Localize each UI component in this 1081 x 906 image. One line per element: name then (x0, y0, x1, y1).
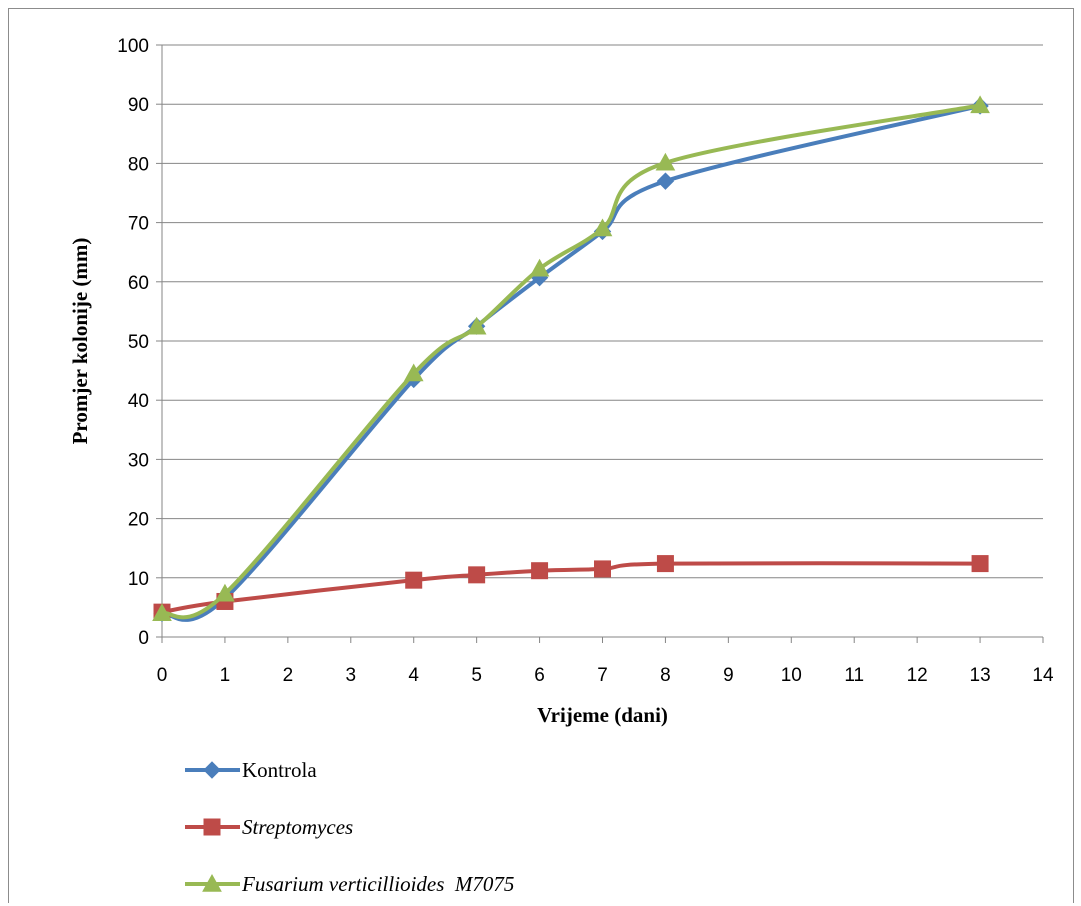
x-tick-label: 11 (844, 665, 864, 686)
x-tick-label: 7 (597, 665, 608, 686)
series-2 (153, 555, 989, 621)
y-tick-label: 80 (128, 154, 149, 175)
x-tick-label: 5 (471, 665, 482, 686)
axes (161, 45, 1044, 643)
x-tick-label: 2 (283, 665, 294, 686)
legend-label: Fusarium verticillioides M7075 (241, 872, 514, 896)
y-tick-label: 70 (128, 214, 149, 235)
gridlines (156, 44, 1043, 638)
data-point (403, 363, 424, 382)
x-tick-labels: 0 1 2 3 4 5 6 7 8 9 10 11 12 13 14 (157, 665, 1054, 686)
x-tick-label: 0 (157, 665, 168, 686)
series-line (161, 561, 981, 615)
series-group (152, 95, 990, 623)
series-line (161, 103, 981, 620)
data-point (529, 258, 550, 277)
y-tick-labels: 0 10 20 30 40 50 60 70 80 90 100 (117, 36, 149, 649)
x-tick-label: 12 (907, 665, 928, 686)
x-tick-label: 3 (345, 665, 356, 686)
data-point (970, 95, 990, 114)
data-point (655, 152, 676, 171)
data-point (594, 560, 611, 578)
y-tick-label: 90 (128, 95, 149, 116)
y-tick-label: 50 (128, 332, 149, 353)
data-point (592, 218, 613, 237)
series-3 (152, 95, 990, 622)
legend: Kontrola Streptomyces Fusarium verticillio… (185, 758, 514, 896)
y-axis-label: Promjer kolonije (mm) (68, 238, 92, 445)
legend-label: Kontrola (242, 758, 317, 782)
data-point (971, 555, 989, 573)
series-1 (153, 97, 989, 623)
x-tick-label: 6 (534, 665, 545, 686)
x-tick-label: 9 (723, 665, 734, 686)
y-tick-label: 0 (138, 628, 149, 649)
data-point (466, 316, 487, 335)
x-tick-label: 4 (408, 665, 419, 686)
legend-marker (202, 873, 222, 892)
data-point (215, 583, 235, 602)
chart-frame (8, 8, 1074, 903)
legend-label: Streptomyces (242, 815, 353, 839)
legend-marker (203, 761, 221, 779)
y-tick-label: 10 (128, 569, 149, 590)
x-tick-label: 14 (1032, 665, 1054, 686)
data-point (656, 172, 675, 190)
y-tick-label: 20 (128, 510, 149, 531)
x-axis-label: Vrijeme (dani) (537, 703, 668, 727)
y-tick-label: 60 (128, 273, 149, 294)
data-point (152, 603, 172, 622)
y-tick-label: 100 (117, 36, 149, 57)
x-tick-label: 1 (220, 665, 231, 686)
series-line (161, 104, 981, 622)
data-point (468, 566, 486, 584)
legend-marker (203, 818, 221, 836)
y-tick-label: 40 (128, 391, 149, 412)
x-tick-label: 10 (781, 665, 802, 686)
data-point (656, 555, 674, 573)
data-point (531, 562, 549, 580)
data-point (405, 571, 423, 589)
y-tick-label: 30 (128, 450, 149, 471)
x-tick-label: 13 (970, 665, 991, 686)
x-tick-label: 8 (660, 665, 671, 686)
